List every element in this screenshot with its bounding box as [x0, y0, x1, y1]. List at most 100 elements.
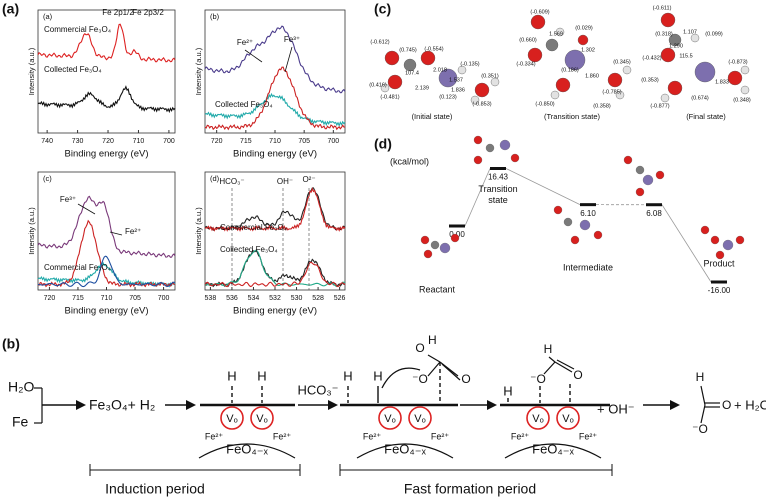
annotation: Fe 2p1/2	[102, 8, 134, 17]
atom	[384, 50, 400, 66]
atom	[740, 85, 750, 95]
surface-arc	[504, 443, 602, 459]
scheme-line	[548, 356, 556, 363]
arrowhead	[487, 400, 497, 410]
atom-label: (0.029)	[575, 25, 593, 31]
atom	[420, 50, 436, 66]
state-name: Reactant	[419, 284, 456, 294]
x-tick-label: 720	[102, 138, 114, 145]
atom-label: (0.745)	[399, 47, 417, 53]
atom	[668, 33, 682, 47]
scheme-line	[700, 385, 706, 406]
atom	[499, 139, 511, 151]
x-tick-label: 530	[291, 295, 303, 302]
vacancy-label: Vₒ	[384, 413, 396, 425]
state-caption: (Final state)	[686, 112, 726, 121]
arrow	[244, 49, 263, 63]
atom	[380, 83, 390, 93]
atom-text: ⁻O	[412, 372, 428, 386]
x-tick-label: 715	[72, 295, 84, 302]
atom-label: (-0.877)	[650, 103, 669, 109]
atom-label: (-0.554)	[424, 46, 443, 52]
annotation: Commercial Fe₃O₄	[44, 25, 111, 34]
arrowhead	[670, 400, 680, 410]
atom-label: 1.833	[715, 79, 729, 85]
atom-label: 2.139	[415, 85, 429, 91]
x-tick-label: 700	[327, 138, 339, 145]
scheme-text: + OH⁻	[597, 401, 635, 416]
state-name: Product	[703, 258, 735, 268]
panel-label: (d)	[374, 136, 392, 152]
atom	[615, 90, 625, 100]
period-label: Induction period	[105, 481, 205, 497]
atom	[457, 65, 467, 75]
surface-arc	[356, 443, 454, 459]
spectrum-curve	[204, 66, 346, 131]
x-tick-label: 720	[44, 295, 56, 302]
atom-text: ⁻O	[692, 422, 708, 436]
x-tick-label: 710	[133, 138, 145, 145]
atom	[740, 65, 750, 75]
energy-label: 16.43	[488, 173, 509, 182]
atom-label: (-0.334)	[516, 61, 535, 67]
atom	[667, 80, 683, 96]
atom	[555, 27, 565, 37]
atom	[430, 240, 440, 250]
atom-text: H	[227, 368, 236, 383]
curved-arrow	[381, 367, 421, 389]
spectrum-curve	[204, 187, 346, 232]
x-tick-label: 700	[163, 138, 175, 145]
atom-label: (-0.853)	[472, 101, 491, 107]
atom	[623, 155, 633, 165]
x-axis-label: Binding energy (eV)	[233, 306, 317, 317]
atom-text: H	[343, 368, 352, 383]
x-tick-label: 538	[205, 295, 217, 302]
atom-label: (0.123)	[439, 94, 457, 100]
atom-label: (0.674)	[691, 95, 709, 101]
arrowhead	[328, 400, 338, 410]
annotation: Collected Fe₃O₄	[44, 65, 102, 74]
annotation: OH⁻	[277, 177, 293, 186]
atom	[563, 217, 573, 227]
spectrum-curve	[37, 219, 176, 288]
scheme-text: Fe₃O₄+ H₂	[89, 397, 155, 413]
atom-label: 107.4	[405, 70, 419, 76]
atom	[660, 47, 676, 63]
annotation: Fe²⁺	[125, 227, 141, 236]
state-name: Transition state	[478, 184, 517, 205]
vacancy-ring	[408, 406, 432, 430]
state-name: Intermediate	[563, 262, 613, 272]
energy-label: 6.08	[646, 209, 662, 218]
atom-label: (-0.785)	[602, 89, 621, 95]
atom-label: 1.290	[669, 43, 683, 49]
plot-frame	[37, 171, 176, 291]
atom	[715, 250, 725, 260]
surface-arc	[198, 443, 296, 459]
annotation: Collected Fe₃O₄	[215, 100, 273, 109]
x-axis-label: Binding energy (eV)	[65, 306, 149, 317]
atom	[564, 49, 586, 71]
vacancy-ring	[556, 406, 580, 430]
atom	[635, 165, 645, 175]
atom-label: (-0.612)	[370, 39, 389, 45]
atom-text: O	[415, 341, 424, 355]
atom	[655, 170, 665, 180]
atom-label: 1.836	[451, 87, 465, 93]
x-axis-label: Binding energy (eV)	[233, 149, 317, 160]
scheme-line	[427, 361, 441, 377]
atom-text: ⁻O	[530, 372, 546, 386]
atom-label: (-0.609)	[530, 9, 549, 15]
atom	[530, 14, 546, 30]
atom	[545, 38, 559, 52]
ion-label: Fe²⁺	[273, 431, 292, 441]
plot-frame	[37, 9, 176, 134]
x-axis-label: Binding energy (eV)	[65, 149, 149, 160]
atom	[387, 74, 403, 90]
panel-label: (b)	[2, 336, 20, 352]
ion-label: Fe²⁺	[579, 431, 598, 441]
annotation: Fe³⁺	[60, 195, 76, 204]
vacancy-label: Vₒ	[532, 413, 544, 425]
atom	[473, 155, 483, 165]
scheme-text: H₂O	[8, 379, 35, 395]
